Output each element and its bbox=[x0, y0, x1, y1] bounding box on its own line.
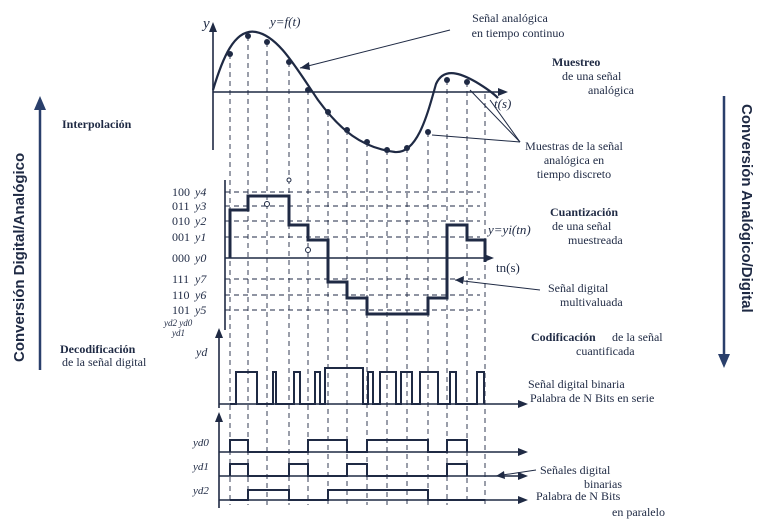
level-code-110: 110 bbox=[172, 288, 190, 302]
samples-annotation-arrows bbox=[431, 89, 521, 143]
coding-title-bold: Codificación bbox=[531, 330, 596, 344]
level-sym-y0: y0 bbox=[194, 251, 206, 265]
yd-axis-label: yd bbox=[195, 345, 208, 359]
level-code-100: 100 bbox=[172, 185, 190, 199]
serial-label-1: Señal digital binaria bbox=[528, 377, 625, 391]
coding-sub: cuantificada bbox=[576, 344, 635, 358]
level-code-001: 001 bbox=[172, 230, 190, 244]
level-sym-y7: y7 bbox=[194, 272, 207, 286]
yd0-axis-label: yd0 bbox=[192, 437, 209, 449]
interpolation-label: Interpolación bbox=[62, 117, 132, 131]
analog-axes bbox=[209, 22, 508, 150]
right-side-arrow bbox=[718, 96, 730, 368]
parallel-axes bbox=[215, 412, 528, 508]
parallel-label-1: Señales digital bbox=[540, 463, 611, 477]
level-sym-y3: y3 bbox=[194, 199, 206, 213]
quant-eq: y=yi(tn) bbox=[486, 222, 531, 237]
quantized-staircase bbox=[228, 194, 487, 316]
t-axis-label: t(s) bbox=[494, 96, 511, 111]
parallel-label-2: binarias bbox=[584, 477, 622, 491]
parallel-bit-yd1 bbox=[229, 463, 468, 477]
parallel-bit-yd2 bbox=[230, 489, 485, 501]
side-label-dac: Conversión Digital/Analógico bbox=[11, 153, 28, 362]
samples-label-2: analógica en bbox=[544, 153, 604, 167]
samples-label-1: Muestras de la señal bbox=[525, 139, 623, 153]
analog-signal-label-2: en tiempo continuo bbox=[472, 26, 565, 40]
digital-label-2: multivaluada bbox=[560, 295, 623, 309]
side-label-adc: Conversión Analógico/Digital bbox=[738, 104, 755, 313]
level-code-010: 010 bbox=[172, 214, 190, 228]
sampling-sub-1: de una señal bbox=[562, 69, 622, 83]
sample-points bbox=[227, 33, 470, 153]
tn-axis-label: tn(s) bbox=[496, 260, 520, 275]
level-sym-y4: y4 bbox=[194, 185, 206, 199]
quantizer-small-points bbox=[264, 177, 311, 253]
y-axis-label: y bbox=[201, 16, 210, 32]
parallel-annotation-arrow bbox=[495, 469, 537, 479]
serial-label-2: Palabra de N Bits en serie bbox=[530, 391, 654, 405]
level-sym-y5: y5 bbox=[194, 303, 206, 317]
parallel-label-3: Palabra de N Bits bbox=[536, 489, 621, 503]
decoding-sub: de la señal digital bbox=[62, 355, 147, 369]
level-code-011: 011 bbox=[172, 199, 190, 213]
samples-label-3: tiempo discreto bbox=[537, 167, 611, 181]
serial-axes bbox=[215, 328, 528, 408]
sampling-sub-2: analógica bbox=[588, 83, 635, 97]
parallel-label-4: en paralelo bbox=[612, 505, 665, 519]
quant-sub-2: muestreada bbox=[568, 233, 623, 247]
analog-annotation-arrow bbox=[299, 29, 451, 70]
digital-annotation-arrow bbox=[454, 276, 541, 291]
level-code-000: 000 bbox=[172, 251, 190, 265]
coding-title-rest: de la señal bbox=[612, 330, 663, 344]
serial-bitstream bbox=[230, 367, 485, 405]
level-sym-y2: y2 bbox=[194, 214, 206, 228]
analog-signal-label-1: Señal analógica bbox=[472, 11, 548, 25]
level-lines bbox=[225, 191, 480, 311]
quant-title: Cuantización bbox=[550, 205, 618, 219]
parallel-bit-yd0 bbox=[229, 439, 468, 453]
function-label: y=f(t) bbox=[268, 14, 300, 29]
digital-label-1: Señal digital bbox=[548, 281, 609, 295]
decoding-title: Decodificación bbox=[60, 342, 136, 356]
level-code-101: 101 bbox=[172, 303, 190, 317]
level-codes: 100 y4 011 y3 010 y2 001 y1 000 y0 111 y… bbox=[172, 185, 207, 317]
level-sym-y1: y1 bbox=[194, 230, 206, 244]
bit-symbol-stack-1: yd2 yd0 bbox=[163, 318, 193, 328]
level-sym-y6: y6 bbox=[194, 288, 206, 302]
bit-symbol-stack-2: yd1 bbox=[171, 328, 185, 338]
left-side-arrow bbox=[34, 96, 46, 370]
yd1-axis-label: yd1 bbox=[192, 461, 209, 473]
quant-sub-1: de una señal bbox=[552, 219, 612, 233]
level-code-111: 111 bbox=[172, 272, 189, 286]
sampling-title: Muestreo bbox=[552, 55, 600, 69]
yd2-axis-label: yd2 bbox=[192, 485, 209, 497]
